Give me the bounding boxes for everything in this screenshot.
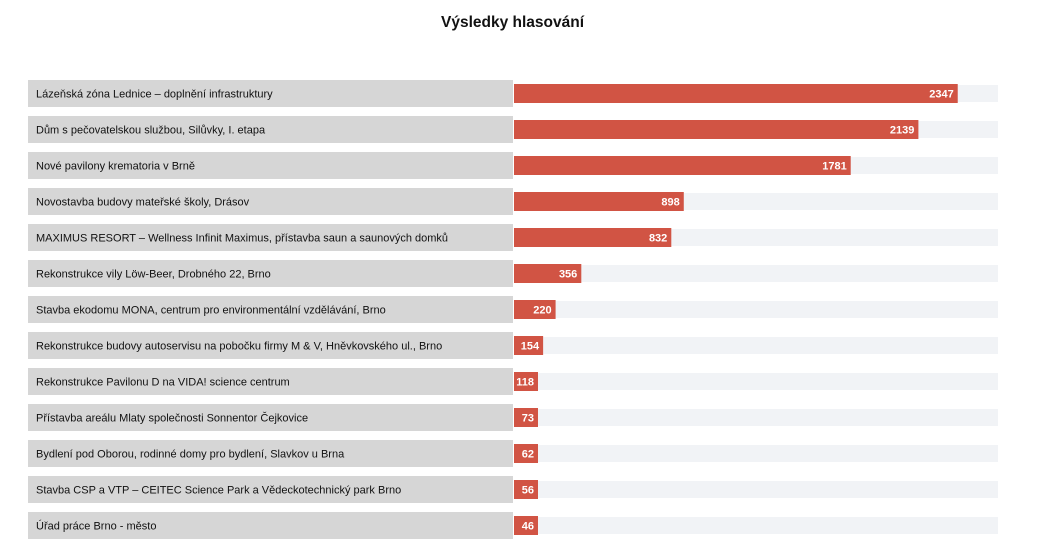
category-label-bg bbox=[28, 512, 513, 539]
bar bbox=[514, 228, 672, 247]
category-label-bg bbox=[28, 476, 513, 503]
bar-track bbox=[514, 445, 998, 462]
category-label: Lázeňská zóna Lednice – doplnění infrast… bbox=[36, 89, 273, 101]
bar-track bbox=[514, 337, 998, 354]
chart-title: Výsledky hlasování bbox=[440, 14, 585, 31]
category-label-bg bbox=[28, 80, 513, 107]
bar bbox=[514, 516, 538, 535]
category-label-bg bbox=[28, 296, 513, 323]
bar-value-label: 356 bbox=[559, 269, 577, 281]
category-label-bg bbox=[28, 188, 513, 215]
category-label-bg bbox=[28, 260, 513, 287]
category-label: Dům s pečovatelskou službou, Silůvky, I.… bbox=[36, 125, 266, 137]
bar bbox=[514, 480, 538, 499]
bar bbox=[514, 192, 684, 211]
category-label-bg bbox=[28, 152, 513, 179]
bar bbox=[514, 84, 958, 103]
bar-value-label: 154 bbox=[521, 341, 540, 353]
category-label-bg bbox=[28, 224, 513, 251]
bar-value-label: 62 bbox=[522, 449, 534, 461]
category-label: Stavba CSP a VTP – CEITEC Science Park a… bbox=[36, 485, 401, 497]
category-label-bg bbox=[28, 440, 513, 467]
bar bbox=[514, 444, 538, 463]
category-label-bg bbox=[28, 332, 513, 359]
bar-value-label: 73 bbox=[522, 413, 534, 425]
bar-value-label: 832 bbox=[649, 233, 667, 245]
bar bbox=[514, 408, 538, 427]
bar bbox=[514, 120, 919, 139]
bar bbox=[514, 336, 544, 355]
category-label: Novostavba budovy mateřské školy, Drásov bbox=[36, 197, 250, 209]
category-label: Rekonstrukce budovy autoservisu na poboč… bbox=[36, 341, 442, 353]
category-label: Stavba ekodomu MONA, centrum pro environ… bbox=[36, 305, 386, 317]
bar-track bbox=[514, 373, 998, 390]
category-label: Rekonstrukce Pavilonu D na VIDA! science… bbox=[36, 377, 290, 389]
category-label: Nové pavilony krematoria v Brně bbox=[36, 161, 195, 173]
category-label: Rekonstrukce vily Löw-Beer, Drobného 22,… bbox=[36, 269, 271, 281]
category-label-bg bbox=[28, 368, 513, 395]
bar-track bbox=[514, 301, 998, 318]
bar-track bbox=[514, 481, 998, 498]
bar-track bbox=[514, 265, 998, 282]
bar-track bbox=[514, 517, 998, 534]
bar-track bbox=[514, 409, 998, 426]
bar-value-label: 1781 bbox=[822, 161, 846, 173]
bar-value-label: 2347 bbox=[929, 89, 953, 101]
bar-value-label: 898 bbox=[661, 197, 679, 209]
bar-value-label: 2139 bbox=[890, 125, 914, 137]
category-label: Bydlení pod Oborou, rodinné domy pro byd… bbox=[36, 449, 345, 461]
category-label: Úřad práce Brno - město bbox=[36, 520, 156, 533]
bar-value-label: 56 bbox=[522, 485, 534, 497]
category-label-bg bbox=[28, 116, 513, 143]
category-label: MAXIMUS RESORT – Wellness Infinit Maximu… bbox=[36, 233, 448, 245]
bar bbox=[514, 300, 556, 319]
bar bbox=[514, 372, 538, 391]
bar bbox=[514, 156, 851, 175]
category-label: Přístavba areálu Mlaty společnosti Sonne… bbox=[36, 412, 308, 425]
bar-value-label: 220 bbox=[533, 305, 551, 317]
bar-value-label: 118 bbox=[516, 377, 534, 389]
category-label-bg bbox=[28, 404, 513, 431]
bar bbox=[514, 264, 582, 283]
bar-value-label: 46 bbox=[522, 521, 534, 533]
